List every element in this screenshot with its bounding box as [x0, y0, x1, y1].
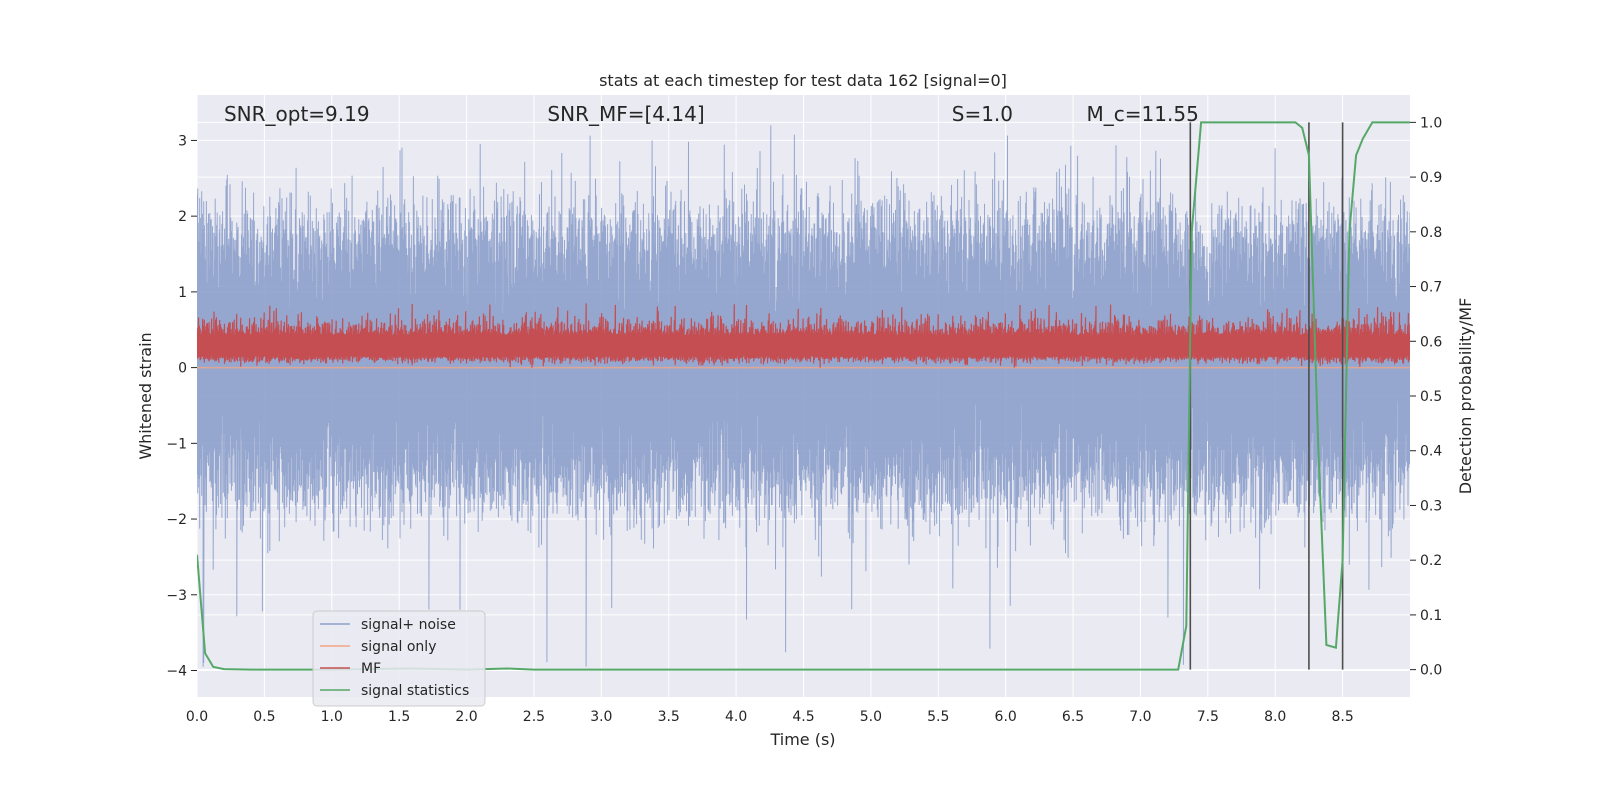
x-tick-label: 8.5 [1331, 709, 1353, 725]
y-right-tick-label: 0.8 [1420, 225, 1442, 241]
series-signal-plus-noise [197, 125, 1410, 667]
x-tick-label: 2.0 [455, 709, 477, 725]
x-tick-label: 5.0 [860, 709, 882, 725]
snr-mf-annotation: SNR_MF=[4.14] [547, 102, 704, 126]
legend-label-signal-only: signal only [361, 639, 436, 655]
x-tick-label: 7.5 [1197, 709, 1219, 725]
legend-frame [312, 610, 486, 707]
x-tick-label: 3.0 [590, 709, 612, 725]
annotations: SNR_opt=9.19 SNR_MF=[4.14] S=1.0 M_c=11.55 [224, 102, 1199, 126]
snr-opt-annotation: SNR_opt=9.19 [224, 102, 370, 126]
y-tick-label: −2 [166, 512, 187, 528]
y-axis-label: Whitened strain [136, 332, 155, 459]
y-right-tick-label: 0.9 [1420, 170, 1442, 186]
x-tick-label: 3.5 [658, 709, 680, 725]
y-right-tick-label: 0.2 [1420, 553, 1442, 569]
y-right-tick-label: 1.0 [1420, 115, 1442, 131]
y-tick-label: −3 [166, 588, 187, 604]
x-tick-label: 5.5 [927, 709, 949, 725]
y-right-tick-label: 0.7 [1420, 280, 1442, 296]
y-tick-label: 0 [178, 361, 187, 377]
chart-title: stats at each timestep for test data 162… [599, 71, 1007, 90]
series-mf [197, 303, 1410, 368]
mc-annotation: M_c=11.55 [1087, 102, 1199, 126]
y-tick-label: 2 [178, 209, 187, 225]
y-axis-right-label: Detection probability/MF [1456, 298, 1475, 495]
x-tick-label: 7.0 [1129, 709, 1151, 725]
y-right-tick-label: 0.0 [1420, 663, 1442, 679]
signal-plus-noise-line [197, 125, 1410, 667]
y-right-tick-label: 0.4 [1420, 444, 1442, 460]
y-right-tick-label: 0.6 [1420, 334, 1442, 350]
y-tick-label: −1 [166, 436, 187, 452]
x-tick-label: 4.5 [792, 709, 814, 725]
x-tick-label: 1.0 [321, 709, 343, 725]
legend: signal+ noise signal only MF signal stat… [312, 610, 486, 707]
x-tick-label: 0.5 [253, 709, 275, 725]
y-right-tick-label: 0.1 [1420, 608, 1442, 624]
mf-line [197, 303, 1410, 368]
x-tick-label: 4.0 [725, 709, 747, 725]
x-tick-label: 8.0 [1264, 709, 1286, 725]
x-tick-label: 2.5 [523, 709, 545, 725]
y-tick-label: 3 [178, 133, 187, 149]
y-right-tick-label: 0.3 [1420, 498, 1442, 514]
axes: 0.0 0.5 1.0 1.5 2.0 2.5 3.0 3.5 4.0 4.5 5.0 5.5 6.0 6… [166, 115, 1442, 725]
x-tick-label: 6.0 [995, 709, 1017, 725]
y-tick-label: −4 [166, 663, 187, 679]
legend-label-signal-statistics: signal statistics [361, 683, 469, 699]
x-tick-label: 1.5 [388, 709, 410, 725]
legend-label-signal-plus-noise: signal+ noise [361, 617, 456, 633]
y-right-tick-label: 0.5 [1420, 389, 1442, 405]
y-tick-label: 1 [178, 285, 187, 301]
legend-label-mf: MF [361, 661, 381, 677]
x-axis-label: Time (s) [769, 730, 835, 749]
x-tick-label: 0.0 [186, 709, 208, 725]
s-annotation: S=1.0 [952, 102, 1013, 126]
x-tick-label: 6.5 [1062, 709, 1084, 725]
